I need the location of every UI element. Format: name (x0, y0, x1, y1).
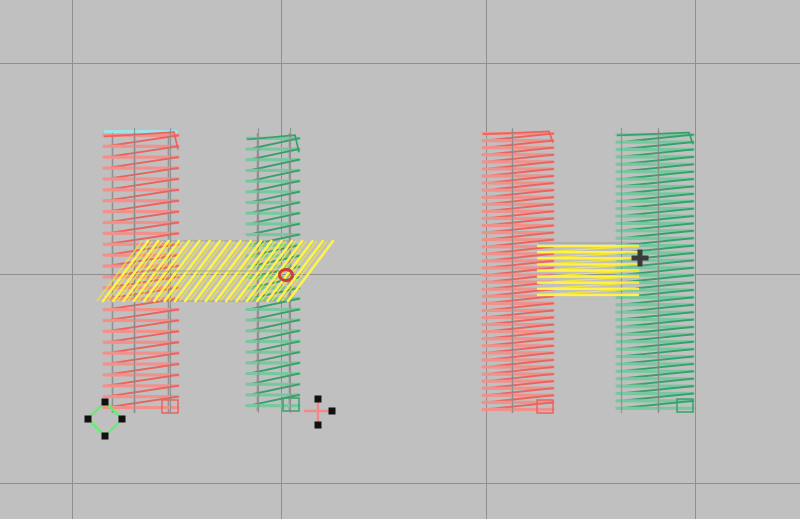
gizmo-handle-2[interactable] (314, 421, 322, 429)
gizmo-handle-3[interactable] (101, 432, 109, 440)
gizmo-handle-1[interactable] (328, 407, 336, 415)
infill-return-1 (105, 145, 179, 159)
toolpath-crossbar-yellow (96, 239, 335, 303)
toolpath-crossbar-yellow (536, 242, 640, 297)
infill-return-14 (105, 286, 179, 300)
infill-return-8 (105, 221, 179, 235)
infill-diagonal-alt-2 (116, 240, 164, 302)
perimeter-bottom-loop (676, 398, 694, 413)
infill-return-17 (105, 319, 179, 333)
perimeter-bottom-loop (536, 399, 554, 414)
infill-diagonal-alt-0 (96, 240, 143, 302)
infill-return-21 (105, 363, 179, 376)
gizmo-handle-1[interactable] (84, 415, 92, 423)
object-h-shape-right[interactable] (481, 128, 695, 414)
gizmo-handle-0[interactable] (101, 398, 109, 406)
infill-return-6 (105, 199, 179, 213)
infill-return-3 (105, 167, 179, 180)
perimeter-top (616, 131, 694, 145)
move-gizmo-diamond[interactable] (84, 398, 126, 440)
infill-return-2 (105, 156, 179, 170)
toolpath-right-column-green (615, 131, 695, 413)
toolpath-left-column-red (481, 130, 555, 414)
gizmo-handle-2[interactable] (118, 415, 126, 423)
infill-return-22 (105, 373, 179, 387)
infill-diagonal-18 (286, 239, 335, 303)
infill-return-0 (105, 134, 179, 148)
move-gizmo-cross[interactable] (304, 395, 336, 429)
infill-return-12 (105, 265, 179, 278)
perimeter-top (482, 130, 554, 144)
infill-diagonal-alt-1 (106, 240, 153, 302)
infill-return-20 (105, 352, 179, 365)
infill-return-16 (105, 308, 179, 322)
infill-diagonal-17 (276, 239, 325, 303)
infill-return-9 (105, 232, 179, 246)
infill-diagonal-0 (101, 239, 150, 303)
infill-return-24 (105, 395, 179, 409)
infill-return-18 (105, 330, 179, 344)
infill-return-7 (105, 210, 179, 224)
perimeter-top (246, 134, 300, 153)
infill-return-23 (105, 384, 179, 398)
infill-return-5 (105, 188, 179, 202)
perimeter-top (103, 131, 179, 150)
infill-diagonal-1 (111, 239, 160, 303)
infill-return-19 (105, 341, 179, 355)
infill-return-4 (105, 178, 179, 191)
infill-diagonal-alt-18 (281, 240, 328, 302)
crosshair-cursor (631, 249, 649, 267)
gizmo-handle-0[interactable] (314, 395, 322, 403)
crosshair-vertical-bar (637, 249, 643, 267)
selection-marker-red[interactable] (278, 268, 294, 282)
infill-diagonal-alt-17 (271, 240, 318, 302)
